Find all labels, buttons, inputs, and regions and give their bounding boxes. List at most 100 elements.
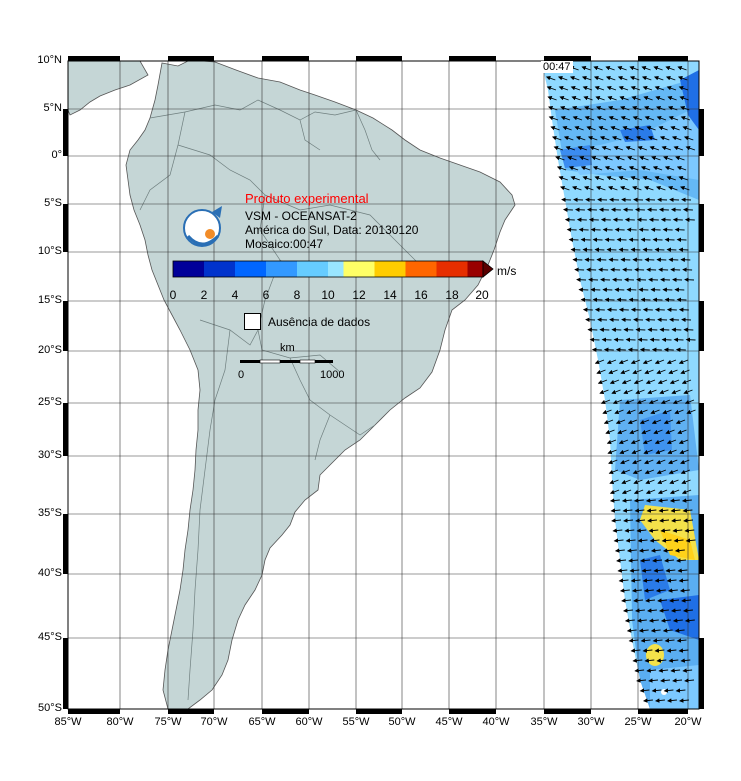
wind-arrow	[609, 489, 620, 495]
lon-label: 70°W	[200, 716, 228, 728]
wind-arrow	[639, 419, 650, 425]
wind-arrow	[665, 66, 675, 71]
wind-arrow	[666, 648, 677, 653]
colorbar-tick: 18	[445, 288, 459, 302]
wind-arrow	[674, 628, 685, 633]
wind-arrow	[614, 409, 624, 415]
wind-arrow	[668, 469, 679, 475]
frame-tick	[449, 56, 496, 61]
wind-arrow	[650, 548, 661, 553]
wind-arrow	[680, 459, 690, 465]
colorbar-segment	[390, 261, 406, 277]
wind-arrow	[622, 126, 632, 131]
wind-arrow	[656, 186, 666, 191]
wind-arrow	[562, 126, 572, 131]
scale-start: 0	[238, 369, 245, 381]
wind-arrow	[637, 146, 648, 151]
wind-arrow	[642, 578, 653, 583]
colorbar-segment	[421, 261, 437, 277]
wind-arrow	[619, 96, 629, 101]
wind-arrow	[580, 166, 591, 171]
lon-label: 45°W	[435, 716, 463, 728]
colorbar	[172, 260, 494, 278]
wind-arrow	[592, 166, 603, 171]
colorbar-units: m/s	[497, 264, 517, 278]
wind-arrow	[680, 369, 690, 375]
wind-arrow	[648, 618, 659, 623]
frame-tick	[63, 109, 68, 156]
wind-arrow	[670, 508, 681, 513]
colorbar-tick: 14	[383, 288, 397, 302]
colorbar-segment	[359, 261, 375, 277]
wind-arrow	[641, 429, 651, 435]
wind-arrow	[553, 146, 564, 151]
wind-arrow	[679, 96, 689, 101]
wind-arrow	[657, 498, 668, 503]
wind-arrow	[596, 369, 606, 375]
colorbar-segment	[452, 261, 468, 277]
wind-arrow	[640, 558, 651, 563]
wind-arrow	[643, 449, 653, 455]
wind-arrow	[605, 76, 616, 81]
wind-arrow	[621, 479, 631, 485]
wind-arrow	[611, 518, 622, 523]
wind-arrow	[606, 86, 617, 91]
colorbar-segment	[235, 261, 251, 277]
nodata-swatch	[244, 313, 261, 330]
lon-label: 65°W	[248, 716, 276, 728]
wind-arrow	[643, 698, 653, 703]
colorbar-tick: 8	[293, 288, 301, 302]
wind-arrow	[654, 359, 665, 365]
wind-arrow	[581, 76, 592, 81]
frame-tick	[262, 56, 309, 61]
wind-arrow	[651, 688, 662, 693]
pass-time-label: 00:47	[541, 61, 573, 73]
wind-arrow	[620, 106, 630, 111]
lon-label: 55°W	[342, 716, 370, 728]
frame-tick	[699, 301, 704, 351]
wind-arrow	[663, 688, 674, 693]
wind-arrow	[669, 489, 680, 495]
wind-arrow	[571, 96, 581, 101]
wind-arrow	[623, 389, 633, 395]
wind-arrow	[619, 588, 630, 593]
wind-arrow	[581, 66, 591, 71]
wind-arrow	[640, 166, 651, 171]
wind-arrow	[652, 166, 663, 171]
wind-arrow	[644, 116, 655, 121]
wind-arrow	[660, 678, 671, 683]
wind-arrow	[636, 528, 647, 533]
wind-arrow	[647, 136, 658, 141]
wind-arrow	[633, 598, 644, 603]
frame-tick	[63, 204, 68, 252]
wind-arrow	[638, 628, 649, 633]
wind-arrow	[657, 479, 667, 485]
wind-arrow	[650, 628, 661, 633]
lat-label: 35°S	[38, 507, 62, 519]
wind-arrow	[644, 459, 654, 465]
wind-arrow	[587, 136, 598, 141]
wind-arrow	[662, 548, 673, 553]
frame-tick	[262, 709, 309, 714]
wind-arrow	[661, 538, 672, 543]
wind-arrow	[646, 508, 657, 513]
wind-arrow	[645, 379, 656, 385]
wind-arrow	[610, 508, 621, 513]
wind-arrow	[670, 126, 680, 131]
wind-arrow	[671, 518, 682, 523]
wind-arrow	[617, 76, 628, 81]
wind-arrow	[682, 508, 693, 513]
wind-arrow	[584, 116, 595, 121]
wind-arrow	[625, 146, 636, 151]
wind-arrow	[629, 66, 639, 71]
wind-arrow	[676, 638, 687, 643]
wind-arrow	[654, 86, 665, 91]
nodata-label: Ausência de dados	[268, 315, 371, 329]
wind-arrow	[641, 76, 652, 81]
colorbar-tick: 12	[352, 288, 366, 302]
wind-arrow	[632, 369, 642, 375]
lat-label: 0°	[51, 149, 62, 161]
wind-arrow	[609, 479, 619, 485]
graticule	[68, 61, 699, 709]
wind-arrow	[600, 399, 611, 405]
